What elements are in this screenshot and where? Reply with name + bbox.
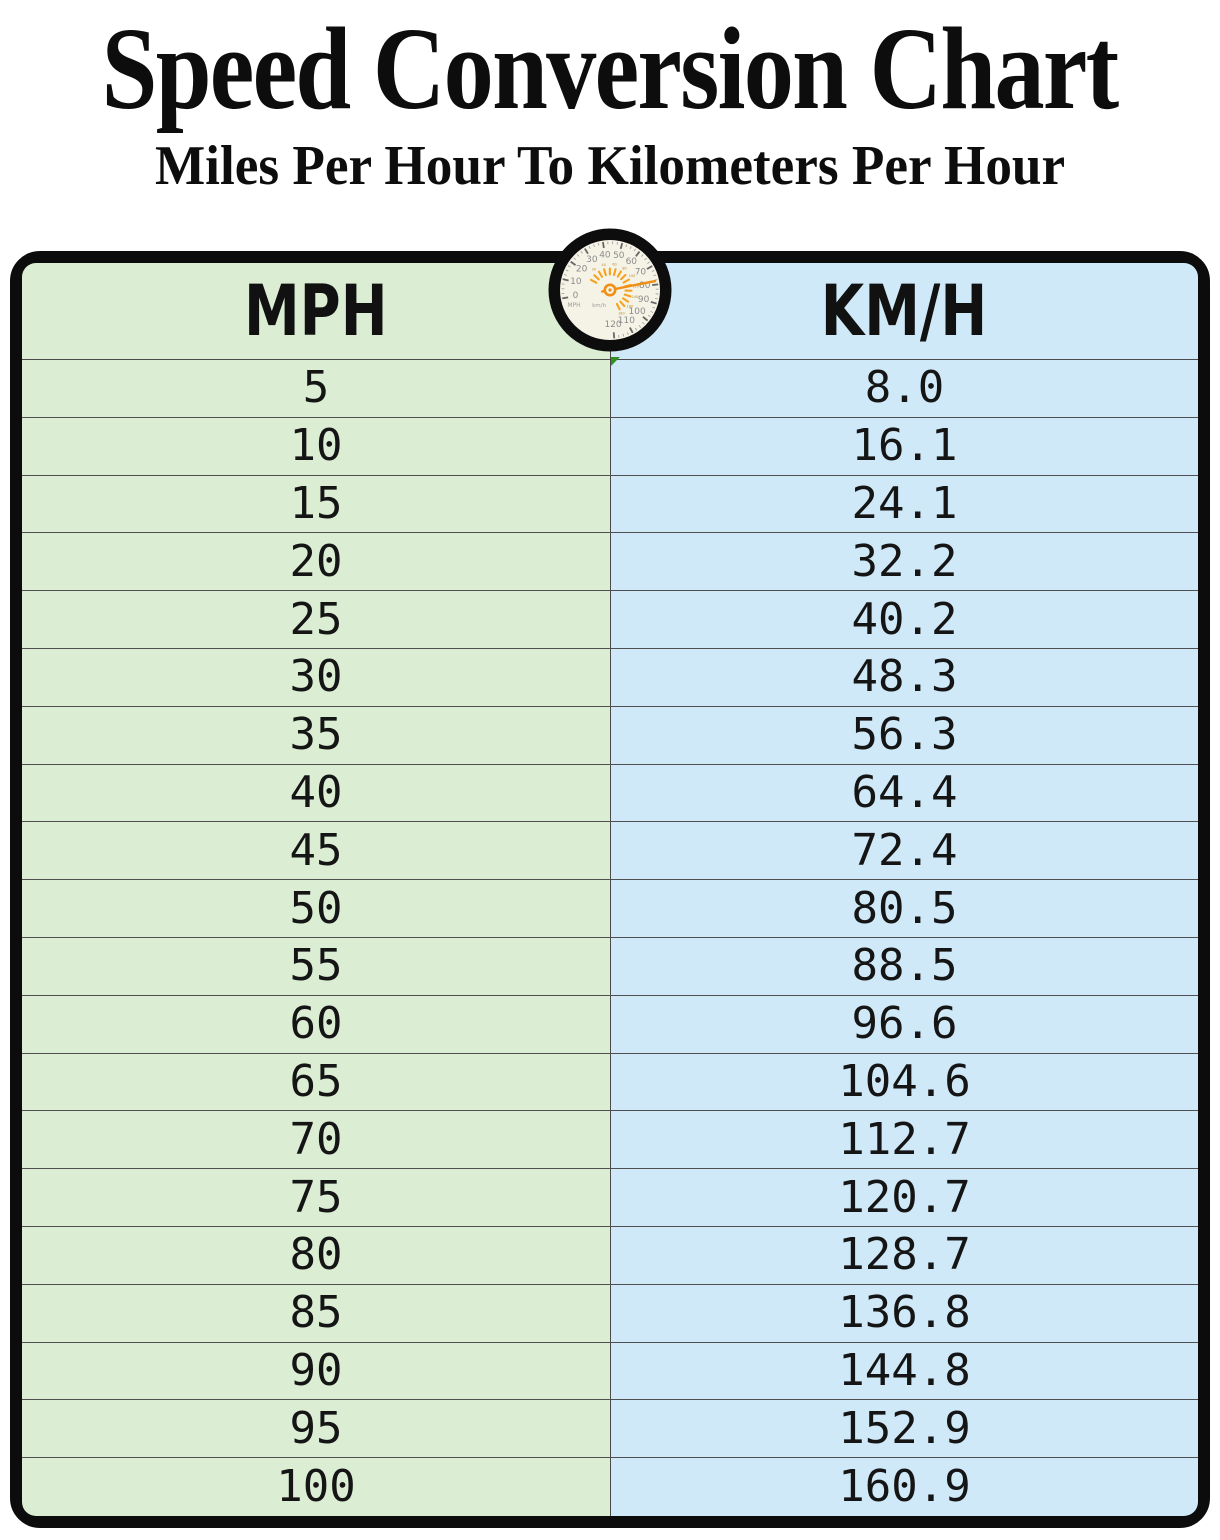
kmh-cell: 104.6 xyxy=(610,1054,1198,1112)
kmh-cell: 48.3 xyxy=(610,649,1198,707)
kmh-cell: 40.2 xyxy=(610,591,1198,649)
svg-text:30: 30 xyxy=(586,255,598,265)
mph-cell: 70 xyxy=(22,1111,610,1169)
mph-column-header: MPH xyxy=(22,263,610,360)
mph-cell: 60 xyxy=(22,996,610,1054)
kmh-cell: 160.9 xyxy=(610,1458,1198,1516)
svg-text:40: 40 xyxy=(602,263,606,267)
kmh-cell: 16.1 xyxy=(610,418,1198,476)
svg-text:40: 40 xyxy=(599,250,611,260)
mph-cell: 15 xyxy=(22,476,610,534)
kmh-cell: 8.0 xyxy=(610,360,1198,418)
svg-text:120: 120 xyxy=(604,320,621,330)
kmh-column-header: KM/H xyxy=(610,263,1198,360)
cell-corner-marker xyxy=(611,357,620,366)
mph-cell: 25 xyxy=(22,591,610,649)
mph-cell: 5 xyxy=(22,360,610,418)
mph-cell: 45 xyxy=(22,822,610,880)
mph-cell: 55 xyxy=(22,938,610,996)
kmh-cell: 72.4 xyxy=(610,822,1198,880)
kmh-cell: 24.1 xyxy=(610,476,1198,534)
kmh-cell: 80.5 xyxy=(610,880,1198,938)
svg-text:km/h: km/h xyxy=(592,303,606,309)
svg-text:MPH: MPH xyxy=(567,302,580,309)
kmh-cell: 128.7 xyxy=(610,1227,1198,1285)
svg-text:140: 140 xyxy=(632,295,638,299)
svg-text:10: 10 xyxy=(570,277,582,287)
svg-text:20: 20 xyxy=(592,268,596,272)
svg-text:180: 180 xyxy=(618,311,624,315)
page-subtitle: Miles Per Hour To Kilometers Per Hour xyxy=(0,136,1220,198)
svg-text:100: 100 xyxy=(629,274,635,278)
kmh-cell: 144.8 xyxy=(610,1343,1198,1401)
kmh-cell: 88.5 xyxy=(610,938,1198,996)
mph-cell: 90 xyxy=(22,1343,610,1401)
kmh-cell: 32.2 xyxy=(610,533,1198,591)
kmh-cell: 136.8 xyxy=(610,1285,1198,1343)
mph-cell: 80 xyxy=(22,1227,610,1285)
mph-cell: 35 xyxy=(22,707,610,765)
mph-cell: 85 xyxy=(22,1285,610,1343)
svg-text:80: 80 xyxy=(622,266,626,270)
mph-cell: 95 xyxy=(22,1400,610,1458)
kmh-cell: 56.3 xyxy=(610,707,1198,765)
svg-text:90: 90 xyxy=(638,295,650,305)
kmh-cell: 64.4 xyxy=(610,765,1198,823)
page-title: Speed Conversion Chart xyxy=(0,4,1220,134)
kmh-cell: 96.6 xyxy=(610,996,1198,1054)
svg-text:0: 0 xyxy=(573,291,579,301)
mph-cell: 20 xyxy=(22,533,610,591)
svg-text:20: 20 xyxy=(576,265,588,275)
mph-cell: 50 xyxy=(22,880,610,938)
mph-cell: 75 xyxy=(22,1169,610,1227)
mph-cell: 100 xyxy=(22,1458,610,1516)
svg-text:60: 60 xyxy=(612,262,616,266)
mph-cell: 10 xyxy=(22,418,610,476)
svg-text:70: 70 xyxy=(635,268,647,278)
mph-cell: 30 xyxy=(22,649,610,707)
kmh-cell: 120.7 xyxy=(610,1169,1198,1227)
kmh-cell: 152.9 xyxy=(610,1400,1198,1458)
mph-cell: 40 xyxy=(22,765,610,823)
svg-text:50: 50 xyxy=(613,251,625,261)
kmh-cell: 112.7 xyxy=(610,1111,1198,1169)
svg-text:160: 160 xyxy=(627,305,633,309)
svg-text:60: 60 xyxy=(626,257,638,267)
mph-cell: 65 xyxy=(22,1054,610,1112)
